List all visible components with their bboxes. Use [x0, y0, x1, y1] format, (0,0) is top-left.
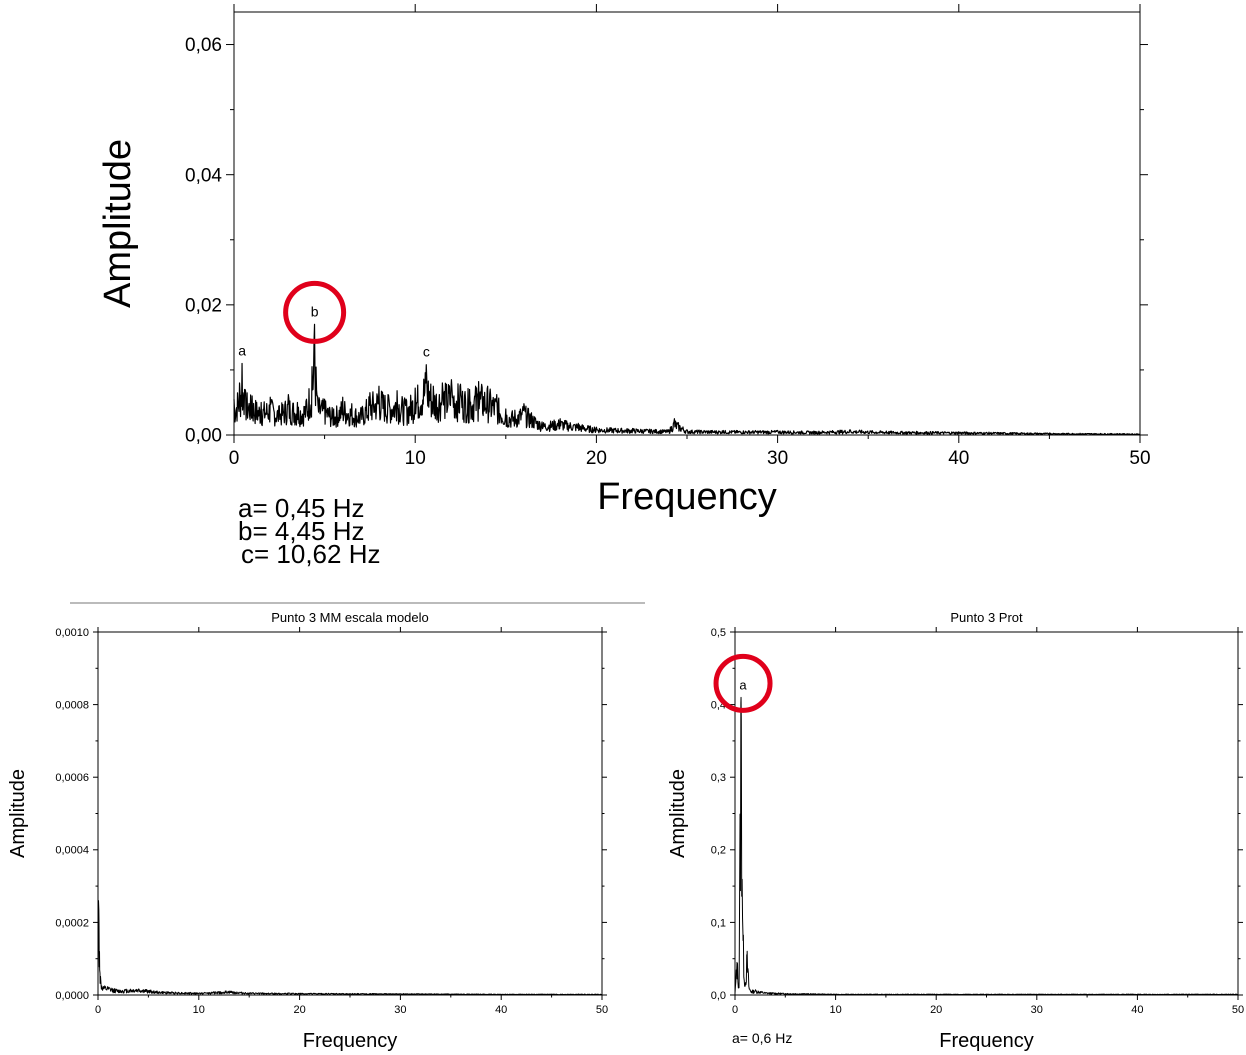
x-tick-label: 20	[586, 448, 607, 469]
x-tick-label: 0	[95, 1004, 101, 1016]
peak-label: a	[739, 677, 747, 692]
y-axis-label: Amplitude	[667, 769, 689, 858]
peak-a-note: a= 0,45 Hz	[238, 493, 365, 523]
highlight-circle	[713, 653, 773, 713]
x-tick-label: 10	[193, 1004, 205, 1016]
y-tick-label: 0,3	[711, 772, 726, 784]
x-tick-label: 30	[767, 448, 788, 469]
y-tick-label: 0,5	[711, 627, 726, 639]
x-tick-label: 10	[405, 448, 426, 469]
chart-top: 0 10 20 30 40 50 0,00 0,02 0,04 0,06 Frequency Ampl…	[97, 4, 1151, 518]
y-tick-label: 0,0010	[55, 627, 89, 639]
peak-frequency-notes: a= 0,45 Hz b= 4,45 Hz c= 10,62 Hz	[238, 493, 381, 569]
x-tick-label: 50	[1232, 1004, 1244, 1016]
x-tick-label: 50	[1129, 448, 1150, 469]
x-tick-label: 20	[293, 1004, 305, 1016]
y-tick-label: 0,0004	[55, 845, 89, 857]
y-tick-label: 0,06	[185, 35, 222, 56]
peak-label: c	[423, 344, 430, 360]
y-tick-label: 0,0008	[55, 699, 89, 711]
x-axis-label: Frequency	[597, 476, 777, 518]
y-tick-label: 0,04	[185, 165, 222, 186]
highlight-circle	[283, 280, 347, 344]
y-tick-label: 0,00	[185, 426, 222, 447]
x-tick-label: 20	[930, 1004, 942, 1016]
x-tick-label: 10	[829, 1004, 841, 1016]
x-axis-label: Frequency	[939, 1030, 1034, 1052]
y-tick-label: 0,0	[711, 990, 726, 1002]
x-tick-label: 0	[229, 448, 240, 469]
chart-bottom-left: 0 10 20 30 40 50 0,0000 0,0002 0,0004 0,0006 0,000…	[7, 610, 608, 1052]
chart-bottom-right: 0 10 20 30 40 500,00,10,20,30,40,5FrequencyAm…	[667, 610, 1244, 1052]
y-tick-label: 0,2	[711, 845, 726, 857]
x-tick-label: 50	[596, 1004, 608, 1016]
y-tick-label: 0,1	[711, 917, 726, 929]
peak-c-note: c= 10,62 Hz	[241, 539, 381, 569]
x-tick-label: 30	[1031, 1004, 1043, 1016]
plot-frame	[233, 11, 1141, 436]
y-tick-label: 0,0006	[55, 772, 89, 784]
plot-frame	[97, 631, 603, 996]
x-tick-label: 40	[948, 448, 969, 469]
y-tick-label: 0,02	[185, 295, 222, 316]
x-tick-label: 0	[732, 1004, 738, 1016]
y-axis-label: Amplitude	[7, 769, 29, 858]
x-axis-label: Frequency	[303, 1030, 398, 1052]
peak-b-note: b= 4,45 Hz	[238, 516, 365, 546]
x-tick-label: 40	[495, 1004, 507, 1016]
series-line	[734, 696, 1239, 996]
y-tick-label: 0,0000	[55, 990, 89, 1002]
series-line	[233, 323, 1141, 436]
x-tick-label: 30	[394, 1004, 406, 1016]
y-tick-label: 0,0002	[55, 917, 89, 929]
peak-label: a	[238, 342, 246, 358]
peak-a-note-prot: a= 0,6 Hz	[732, 1030, 793, 1046]
series-line	[97, 900, 603, 996]
chart-title: Punto 3 Prot	[950, 610, 1023, 625]
x-tick-label: 40	[1131, 1004, 1143, 1016]
chart-title: Punto 3 MM escala modelo	[271, 610, 429, 625]
peak-label: b	[311, 303, 319, 319]
plot-frame	[734, 631, 1239, 996]
y-axis-label: Amplitude	[97, 139, 139, 308]
